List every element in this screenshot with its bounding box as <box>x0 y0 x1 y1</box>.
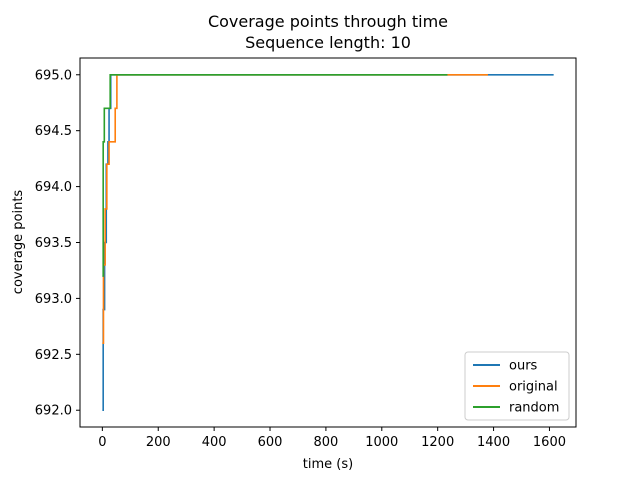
x-tick-label: 0 <box>98 435 106 450</box>
legend-box <box>464 351 570 421</box>
y-tick-label: 693.5 <box>35 236 72 251</box>
x-axis-label: time (s) <box>303 457 353 472</box>
ticks-layer: 0 200 400 600 800 1000 1200 1400 1600 692.0 692.5 6… <box>35 68 566 450</box>
x-tick-label: 200 <box>146 435 171 450</box>
legend: ours original random <box>464 351 570 421</box>
legend-label-ours: ours <box>509 359 538 374</box>
y-tick-label: 693.0 <box>35 292 72 307</box>
x-tick-label: 600 <box>258 435 283 450</box>
plot-frame <box>79 57 577 428</box>
x-tick-label: 800 <box>313 435 338 450</box>
x-tick-label: 1200 <box>421 435 454 450</box>
x-tick-label: 1600 <box>533 435 566 450</box>
series-line-random <box>102 73 448 277</box>
y-tick-label: 692.5 <box>35 348 72 363</box>
chart-subtitle: Sequence length: 10 <box>245 33 411 52</box>
chart-title: Coverage points through time <box>208 12 448 31</box>
legend-label-random: random <box>509 401 559 416</box>
y-axis-label: coverage points <box>11 190 26 295</box>
y-tick-label: 694.5 <box>35 124 72 139</box>
y-tick-label: 694.0 <box>35 180 72 195</box>
series-layer <box>102 73 554 412</box>
series-line-original <box>102 73 488 344</box>
y-tick-label: 692.0 <box>35 404 72 419</box>
legend-label-original: original <box>509 380 558 395</box>
x-tick-label: 1000 <box>365 435 398 450</box>
x-tick-label: 1400 <box>477 435 510 450</box>
y-tick-label: 695.0 <box>35 68 72 83</box>
x-tick-label: 400 <box>202 435 227 450</box>
